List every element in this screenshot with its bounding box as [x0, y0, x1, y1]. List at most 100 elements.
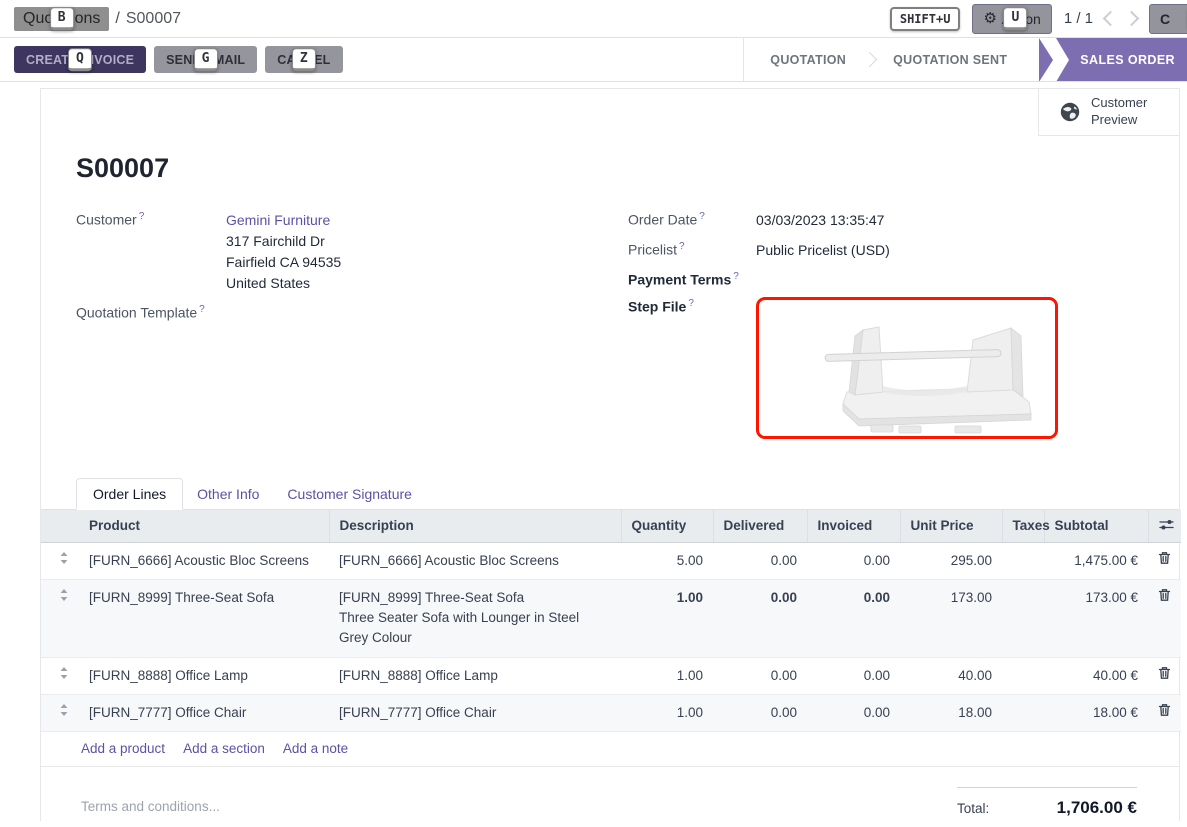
hint-keycap-shift-u: SHIFT+U — [889, 6, 961, 31]
row-drag-handle[interactable] — [41, 542, 79, 580]
order-lines-table: Product Description Quantity Delivered I… — [41, 509, 1181, 733]
unit-price-column-header[interactable]: Unit Price — [899, 509, 1002, 543]
invoiced-cell[interactable]: 0.00 — [807, 657, 900, 695]
status-step-quotation-sent[interactable]: QUOTATION SENT — [893, 52, 1008, 67]
taxes-cell[interactable] — [1002, 579, 1044, 658]
delivered-column-header[interactable]: Delivered — [712, 509, 807, 543]
quantity-cell[interactable]: 1.00 — [621, 657, 713, 695]
trash-icon — [1158, 704, 1171, 716]
description-cell[interactable]: [FURN_7777] Office Chair — [329, 694, 621, 733]
order-date-value[interactable]: 03/03/2023 13:35:47 — [756, 212, 885, 228]
delivered-cell[interactable]: 0.00 — [713, 579, 807, 658]
gear-icon: ⚙ — [983, 10, 997, 27]
invoiced-column-header[interactable]: Invoiced — [806, 509, 900, 543]
delete-row-button[interactable] — [1148, 657, 1181, 695]
quantity-cell[interactable]: 1.00 — [621, 579, 713, 658]
total-value: 1,706.00 € — [1056, 798, 1137, 818]
product-cell[interactable]: [FURN_6666] Acoustic Bloc Screens — [79, 542, 329, 580]
status-step-quotation[interactable]: QUOTATION — [770, 52, 847, 67]
taxes-column-header[interactable]: Taxes — [1001, 509, 1050, 543]
edge-cut-button[interactable]: C C — [1149, 3, 1187, 34]
customer-link[interactable]: Gemini Furniture — [226, 212, 331, 228]
unit-price-cell[interactable]: 18.00 — [900, 694, 1002, 733]
customer-preview-button[interactable]: Customer Preview — [1038, 89, 1179, 136]
quotation-template-field-label: Quotation Template? — [76, 304, 205, 321]
pricelist-value[interactable]: Public Pricelist (USD) — [756, 242, 890, 258]
drag-handle-icon — [60, 551, 68, 564]
taxes-cell[interactable] — [1002, 694, 1044, 733]
column-sliders-icon — [1158, 519, 1174, 530]
pager-prev-icon[interactable] — [1102, 10, 1119, 27]
help-icon: ? — [138, 211, 145, 222]
delete-row-button[interactable] — [1148, 542, 1181, 580]
breadcrumb-current: S00007 — [125, 9, 182, 27]
row-drag-handle[interactable] — [41, 657, 79, 695]
delivered-cell[interactable]: 0.00 — [713, 657, 807, 695]
action-menu-button[interactable]: ⚙ Action U — [972, 3, 1052, 34]
total-label: Total: — [957, 801, 990, 817]
add-note-link[interactable]: Add a note — [282, 741, 349, 757]
total-block: Total: 1,706.00 € — [957, 787, 1137, 818]
quantity-cell[interactable]: 1.00 — [621, 694, 713, 733]
customer-preview-label: Customer Preview — [1091, 95, 1148, 127]
delete-row-button[interactable] — [1148, 579, 1181, 658]
invoiced-cell[interactable]: 0.00 — [807, 694, 900, 733]
product-cell[interactable]: [FURN_8999] Three-Seat Sofa — [79, 579, 329, 658]
unit-price-cell[interactable]: 173.00 — [900, 579, 1002, 658]
field-quotation-template: Quotation Template? — [76, 303, 628, 321]
pager-value: 1 / 1 — [1063, 10, 1093, 27]
field-order-date: Order Date? 03/03/2023 13:35:47 — [628, 210, 1144, 231]
invoiced-cell[interactable]: 0.00 — [807, 579, 900, 658]
table-row[interactable]: [FURN_6666] Acoustic Bloc Screens [FURN_… — [41, 542, 1181, 580]
taxes-cell[interactable] — [1002, 542, 1044, 580]
tab-other-info[interactable]: Other Info — [197, 485, 260, 502]
product-cell[interactable]: [FURN_8888] Office Lamp — [79, 657, 329, 695]
subtotal-column-header[interactable]: Subtotal — [1043, 509, 1148, 543]
add-product-link[interactable]: Add a product — [81, 741, 166, 757]
top-navbar: Quotations B / S00007 SHIFT+U ⚙ Action U… — [0, 0, 1187, 38]
taxes-cell[interactable] — [1002, 657, 1044, 695]
breadcrumb-separator: / — [115, 9, 120, 27]
subtotal-cell: 18.00 € — [1044, 694, 1148, 733]
hint-keycap-u: U — [1003, 6, 1028, 31]
create-invoice-button[interactable]: CREATE INVOICE Q — [14, 46, 147, 73]
row-drag-handle[interactable] — [41, 579, 79, 658]
send-email-button[interactable]: SEND EMAIL G — [154, 46, 258, 73]
quantity-column-header[interactable]: Quantity — [620, 509, 713, 543]
tab-customer-signature[interactable]: Customer Signature — [287, 485, 412, 502]
table-row[interactable]: [FURN_8999] Three-Seat Sofa [FURN_8999] … — [41, 579, 1181, 658]
table-row[interactable]: [FURN_8888] Office Lamp [FURN_8888] Offi… — [41, 657, 1181, 695]
description-cell[interactable]: [FURN_8888] Office Lamp — [329, 657, 621, 695]
breadcrumb-quotations-link[interactable]: Quotations B — [14, 6, 110, 31]
delivered-cell[interactable]: 0.00 — [713, 542, 807, 580]
description-cell[interactable]: [FURN_6666] Acoustic Bloc Screens — [329, 542, 621, 580]
row-drag-handle[interactable] — [41, 694, 79, 733]
step-file-image[interactable] — [756, 296, 1058, 439]
tab-order-lines[interactable]: Order Lines — [76, 477, 184, 510]
notebook-tabs: Order Lines Other Info Customer Signatur… — [41, 477, 1179, 510]
trash-icon — [1158, 551, 1171, 564]
description-cell[interactable]: [FURN_8999] Three-Seat Sofa Three Seater … — [329, 579, 621, 658]
unit-price-cell[interactable]: 295.00 — [900, 542, 1002, 580]
field-pricelist: Pricelist? Public Pricelist (USD) — [628, 240, 1144, 261]
unit-price-cell[interactable]: 40.00 — [900, 657, 1002, 695]
edge-cut-label: C — [1160, 10, 1171, 27]
add-section-link[interactable]: Add a section — [183, 741, 265, 757]
optional-columns-button[interactable] — [1147, 509, 1181, 543]
status-step-sales-order[interactable]: SALES ORDER — [1039, 38, 1187, 81]
status-sales-order-label: SALES ORDER — [1056, 38, 1187, 81]
product-column-header[interactable]: Product — [79, 509, 329, 543]
handle-column-header — [41, 509, 79, 543]
cancel-button[interactable]: CANCEL Z — [265, 46, 343, 73]
product-cell[interactable]: [FURN_7777] Office Chair — [79, 694, 329, 733]
terms-placeholder-input[interactable]: Terms and conditions... — [81, 799, 220, 815]
description-column-header[interactable]: Description — [328, 509, 621, 543]
invoiced-cell[interactable]: 0.00 — [807, 542, 900, 580]
pager-next-icon[interactable] — [1123, 10, 1140, 27]
delete-row-button[interactable] — [1148, 694, 1181, 733]
quantity-cell[interactable]: 5.00 — [621, 542, 713, 580]
table-row[interactable]: [FURN_7777] Office Chair [FURN_7777] Off… — [41, 694, 1181, 733]
subtotal-cell: 40.00 € — [1044, 657, 1148, 695]
hint-keycap-q: Q — [68, 47, 93, 72]
delivered-cell[interactable]: 0.00 — [713, 694, 807, 733]
